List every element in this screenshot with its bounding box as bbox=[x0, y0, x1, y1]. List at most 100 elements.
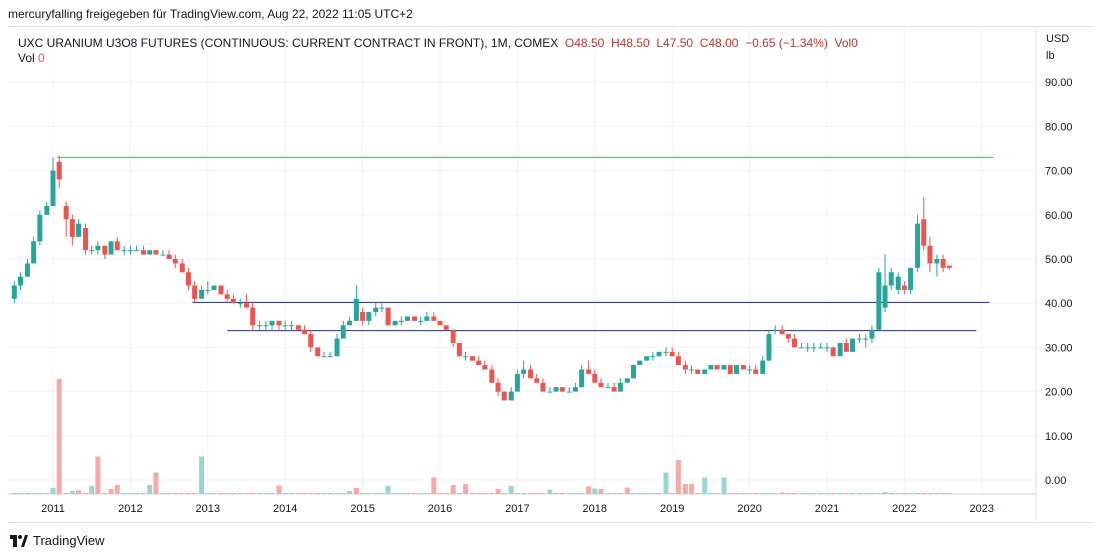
candle-body bbox=[263, 325, 269, 327]
candle bbox=[888, 267, 894, 290]
candle-body bbox=[385, 307, 391, 326]
candle-body bbox=[682, 365, 688, 370]
candle-body bbox=[160, 254, 166, 256]
candle bbox=[779, 325, 785, 335]
volume-tick bbox=[44, 493, 50, 494]
candle bbox=[321, 351, 327, 358]
candle-body bbox=[315, 347, 321, 357]
time-tick-label: 2014 bbox=[273, 503, 297, 515]
candle bbox=[637, 360, 643, 366]
candle-body bbox=[747, 369, 753, 371]
volume-tick bbox=[166, 493, 172, 494]
candle bbox=[534, 373, 540, 383]
candle-body bbox=[24, 263, 30, 277]
candle-body bbox=[714, 365, 720, 370]
volume-bar bbox=[147, 485, 153, 494]
candle-body bbox=[624, 378, 630, 383]
candle bbox=[185, 267, 191, 290]
candle bbox=[811, 342, 817, 352]
volume-tick bbox=[708, 493, 714, 494]
candle bbox=[224, 289, 230, 304]
candle bbox=[431, 312, 437, 321]
volume-tick bbox=[863, 493, 869, 494]
candle bbox=[915, 214, 921, 273]
volume-bar bbox=[385, 486, 391, 494]
candle bbox=[172, 254, 178, 268]
price-tick-label: 60.00 bbox=[1045, 210, 1073, 222]
candle bbox=[11, 281, 17, 304]
volume-tick bbox=[940, 493, 946, 494]
candle-body bbox=[224, 294, 230, 299]
candle-body bbox=[740, 365, 746, 370]
candle bbox=[528, 365, 534, 379]
volume-tick bbox=[366, 493, 372, 494]
candle-body bbox=[205, 289, 211, 291]
candle bbox=[940, 254, 946, 273]
volume-tick bbox=[237, 493, 243, 494]
volume-tick bbox=[269, 493, 275, 494]
candle-body bbox=[431, 316, 437, 321]
volume-tick bbox=[437, 493, 443, 494]
candle bbox=[760, 356, 766, 374]
candle bbox=[302, 325, 308, 335]
volume-tick bbox=[818, 493, 824, 494]
volume-tick bbox=[540, 493, 546, 494]
candle bbox=[424, 312, 430, 321]
volume-tick bbox=[160, 493, 166, 494]
chart-frame bbox=[8, 26, 1094, 523]
candle bbox=[476, 356, 482, 366]
volume-bar bbox=[663, 472, 669, 494]
symbol-title: UXC URANIUM U3O8 FUTURES (CONTINUOUS: CU… bbox=[18, 36, 559, 50]
trend-lines bbox=[56, 156, 994, 332]
candle-body bbox=[927, 245, 933, 264]
candle bbox=[721, 365, 727, 370]
tradingview-footer[interactable]: TradingView bbox=[10, 533, 105, 548]
change-value: −0.65 (−1.34%) bbox=[745, 36, 828, 50]
time-tick-label: 2020 bbox=[737, 503, 761, 515]
candle-body bbox=[373, 307, 379, 313]
candle bbox=[179, 259, 185, 273]
candle bbox=[450, 329, 456, 348]
candle bbox=[315, 347, 321, 357]
volume-tick bbox=[528, 493, 534, 494]
candle bbox=[24, 259, 30, 277]
candle bbox=[353, 285, 359, 321]
price-tick-label: 10.00 bbox=[1045, 431, 1073, 443]
candle bbox=[308, 329, 314, 352]
candle bbox=[702, 369, 708, 374]
candle-body bbox=[334, 338, 340, 357]
candle-body bbox=[547, 391, 553, 393]
candle-body bbox=[940, 259, 946, 268]
candle bbox=[631, 365, 636, 379]
volume-bar bbox=[547, 489, 553, 494]
candle-body bbox=[818, 347, 824, 349]
volume-tick bbox=[857, 493, 863, 494]
candle-body bbox=[721, 365, 727, 370]
candle bbox=[360, 307, 366, 326]
candle-body bbox=[753, 369, 759, 374]
volume-tick bbox=[908, 493, 914, 494]
volume-tick bbox=[327, 493, 333, 494]
candle-body bbox=[766, 334, 772, 361]
candle-body bbox=[631, 365, 636, 379]
candle-body bbox=[592, 373, 598, 383]
volume-bar bbox=[682, 484, 688, 494]
candle bbox=[385, 307, 391, 326]
time-tick-label: 2023 bbox=[970, 503, 994, 515]
candle-body bbox=[824, 347, 830, 349]
volume-bars bbox=[11, 379, 952, 494]
volume-tick bbox=[559, 493, 565, 494]
candle-body bbox=[811, 347, 817, 349]
candle bbox=[682, 360, 688, 374]
candle-body bbox=[237, 303, 243, 305]
candle-body bbox=[392, 320, 398, 326]
volume-bar bbox=[346, 491, 352, 494]
candle bbox=[379, 303, 385, 313]
volume-tick bbox=[250, 493, 256, 494]
candle bbox=[843, 338, 849, 352]
volume-value: 0 bbox=[38, 51, 45, 65]
volume-tick bbox=[572, 493, 578, 494]
price-axis: 0.00 10.00 20.00 30.00 40.00 50.00 60.00 70.00 8… bbox=[1045, 77, 1073, 487]
volume-bar bbox=[276, 485, 282, 494]
